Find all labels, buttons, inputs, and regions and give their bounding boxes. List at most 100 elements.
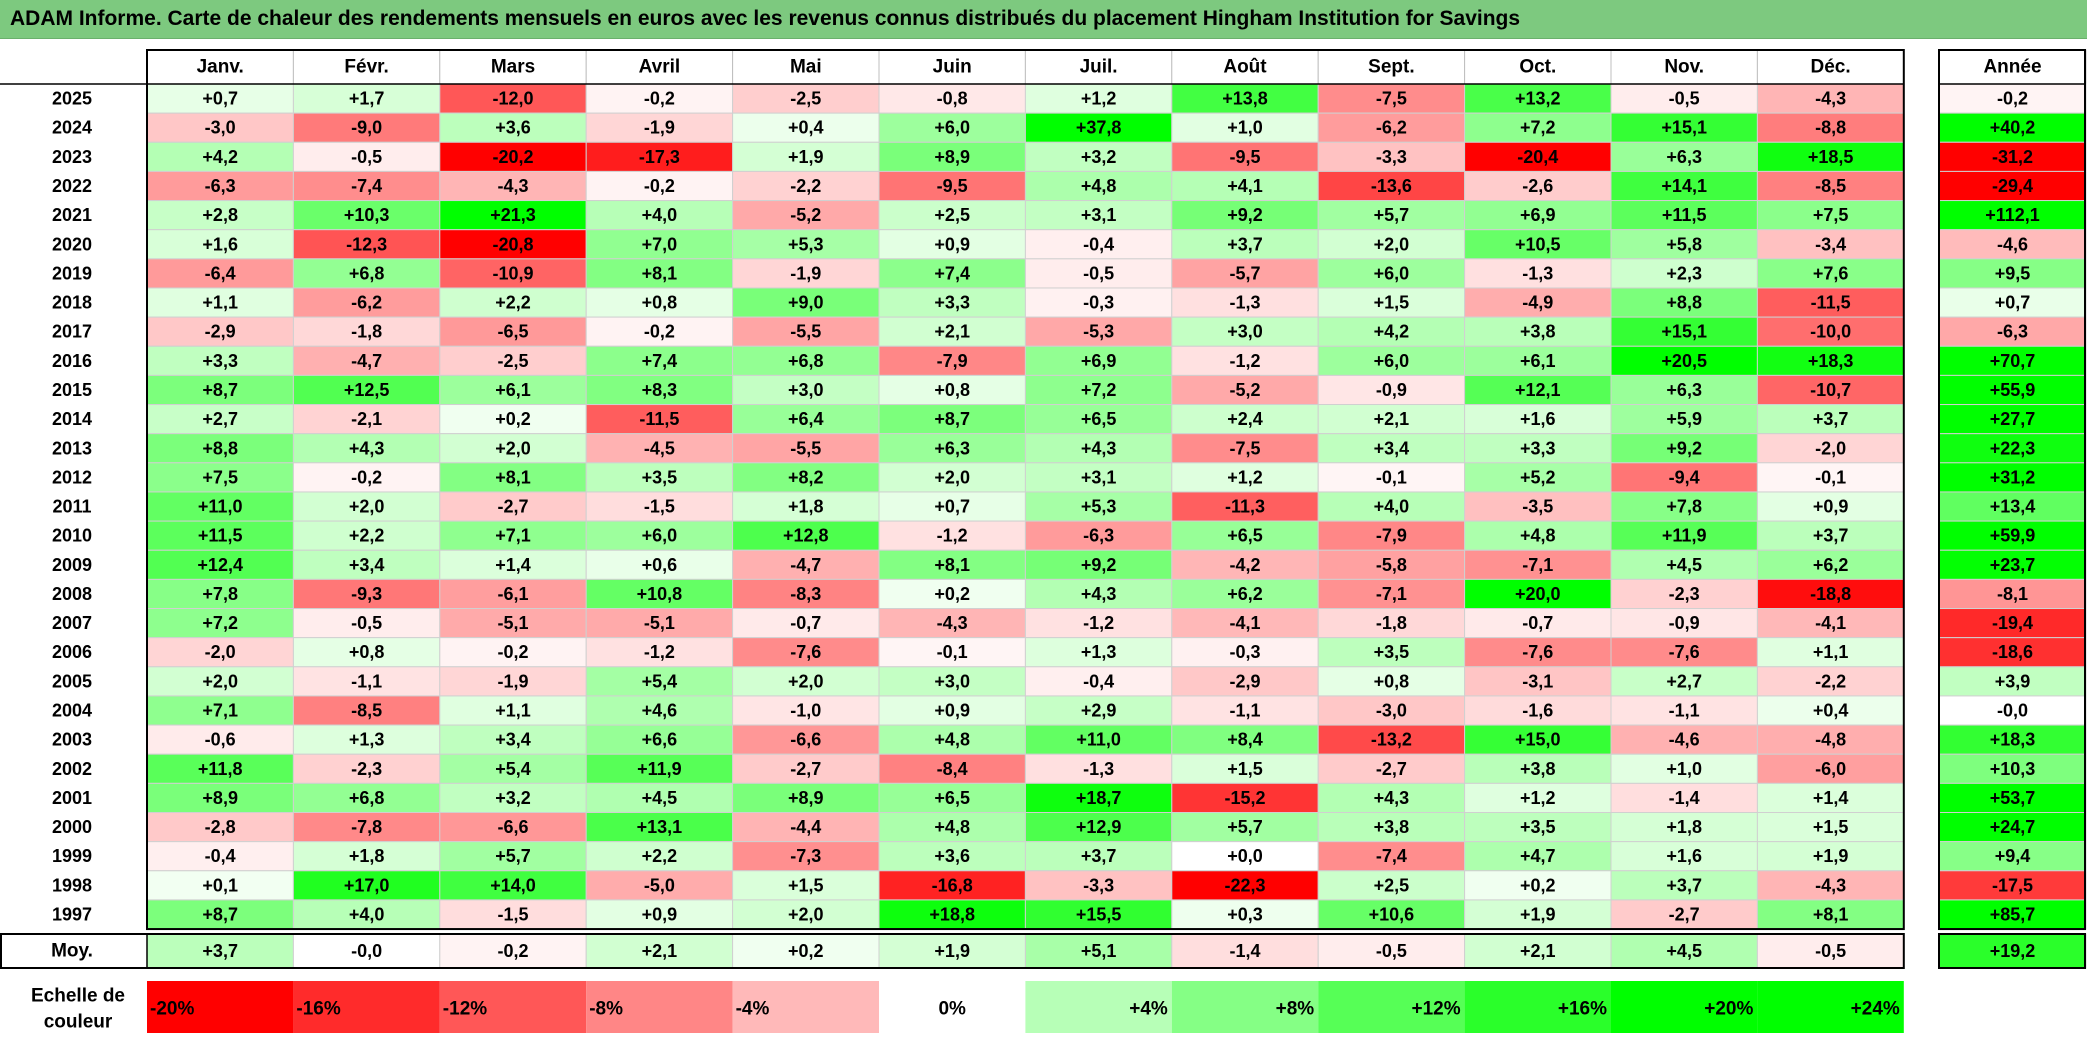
cell-value: +4,3 [1374,788,1410,808]
cell-value: +2,3 [1666,263,1702,283]
heatmap-cell [732,812,880,843]
heatmap-cell [732,287,880,318]
cell-value: -12,3 [346,234,387,254]
cell-value: +3,3 [1520,438,1556,458]
heatmap-cell [1024,520,1173,551]
heatmap-cell [1464,870,1612,901]
heatmap-cell [1756,462,1905,493]
cell-value: +3,3 [202,351,238,371]
cell-value: +13,1 [637,817,683,837]
cell-value: +7,1 [202,701,238,721]
cell-value: +8,4 [1227,730,1263,750]
cell-value: -4,8 [1815,730,1846,750]
annual-value: -0,2 [1997,89,2028,109]
heatmap-cell [439,608,587,639]
heatmap-cell [146,520,294,551]
heatmap-cell [439,841,587,872]
scale-swatch [1025,981,1172,1033]
cell-value: -20,4 [1517,147,1558,167]
row-year-label: 2007 [52,613,92,633]
month-header-label: Janv. [197,57,244,78]
heatmap-cell [1610,374,1758,406]
heatmap-cell [292,287,441,318]
heatmap-cell [878,229,1026,260]
heatmap-cell [732,637,880,668]
heatmap-cell [292,112,441,143]
heatmap-cell [1171,724,1319,755]
heatmap-cell [1756,374,1905,406]
heatmap-cell [1464,258,1612,289]
cell-value: -2,5 [497,351,528,371]
heatmap-cell [292,812,441,843]
annual-border [1938,49,2086,931]
heatmap-cell [146,345,294,376]
cell-value: -5,2 [1229,380,1260,400]
scale-swatch [732,981,879,1033]
cell-value: -6,0 [1815,759,1846,779]
heatmap-cell [732,404,880,435]
cell-value: +21,3 [490,205,536,225]
annual-value: -18,6 [1992,642,2033,662]
row-year-label: 2005 [52,671,92,691]
cell-value: -10,0 [1810,322,1851,342]
cell-value: -5,2 [790,205,821,225]
heatmap-cell [1171,782,1319,813]
cell-value: -4,3 [497,176,528,196]
cell-value: -7,9 [937,351,968,371]
cell-value: +4,3 [1081,438,1117,458]
cell-value: -1,8 [1376,613,1407,633]
heatmap-cell [878,608,1026,639]
heatmap-cell [1756,433,1905,464]
heatmap-cell [1756,812,1905,843]
annual-value: +22,3 [1990,438,2036,458]
cell-value: -0,5 [351,613,382,633]
cell-value: -9,5 [937,176,968,196]
cell-value: +1,1 [1813,642,1849,662]
heatmap-cell [1610,316,1758,347]
cell-value: +4,2 [202,147,238,167]
cell-value: +3,2 [495,788,531,808]
heatmap-cell [439,287,587,318]
cell-value: +9,0 [788,293,824,313]
cell-value: +3,4 [349,555,385,575]
cell-value: +0,2 [934,584,970,604]
scale-step-label: 0% [938,999,966,1020]
cell-value: -0,2 [497,642,528,662]
month-header-label: Nov. [1664,57,1704,78]
annual-value: +31,2 [1990,467,2036,487]
row-year-label: 1997 [52,904,92,924]
heatmap-cell [1610,404,1758,435]
month-header-label: Juin [933,57,972,78]
heatmap-cell [1756,200,1905,231]
grid-border [146,49,1905,931]
cell-value: +7,2 [1520,118,1556,138]
heatmap-cell [292,170,441,202]
heatmap-cell [292,520,441,551]
cell-value: -2,0 [205,642,236,662]
heatmap-cell [146,112,294,143]
cell-value: -20,2 [492,147,533,167]
cell-value: -0,5 [1669,89,1700,109]
heatmap-cell [1024,608,1173,639]
cell-value: +2,9 [1081,701,1117,721]
heatmap-cell [1317,141,1466,172]
cell-value: +0,0 [1227,846,1263,866]
cell-value: -7,5 [1229,438,1260,458]
row-year-label: 2012 [52,467,92,487]
cell-value: -0,6 [205,730,236,750]
heatmap-cell [1756,345,1905,376]
cell-value: -9,4 [1669,467,1700,487]
cell-value: +6,3 [1666,380,1702,400]
cell-value: -20,8 [492,234,533,254]
cell-value: +2,0 [349,497,385,517]
scale-step-label: +8% [1276,999,1315,1020]
cell-value: +6,0 [1374,351,1410,371]
annual-cell [1938,170,2087,202]
cell-value: +8,1 [934,555,970,575]
cell-value: -0,9 [1669,613,1700,633]
heatmap-cell [1024,83,1173,114]
cell-value: +1,5 [1227,759,1263,779]
month-header-cell [1317,49,1466,85]
scale-step-label: -12% [443,999,487,1020]
cell-value: +1,9 [1813,846,1849,866]
